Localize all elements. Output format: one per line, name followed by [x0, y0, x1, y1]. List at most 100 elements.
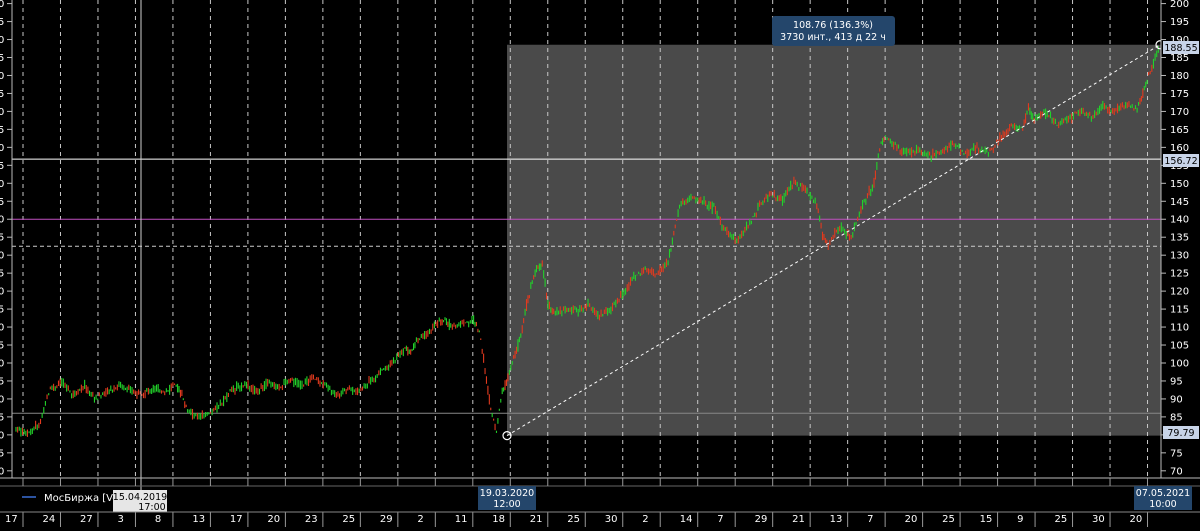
y-tick-label: 120 — [1170, 287, 1189, 298]
svg-text:10:00: 10:00 — [1149, 499, 1176, 510]
trend-start-handle[interactable] — [502, 431, 512, 441]
start-date-tag: 19.03.2020 12:00 — [478, 486, 536, 510]
x-tick-label: 20 — [905, 514, 918, 525]
svg-text:12:00: 12:00 — [493, 499, 520, 510]
left-price-axis: 0 5 0 5 0 5 0 5 0 5 0 5 0 5 0 5 0 5 0 5 0 5 0 5 0 5 0 — [0, 0, 12, 477]
y-tick-label: 195 — [1170, 17, 1189, 28]
y-tick-label: 130 — [1170, 251, 1189, 262]
x-tick-label: 9 — [1017, 514, 1023, 525]
left-tick-label: 5 — [0, 197, 4, 208]
left-tick-label: 0 — [0, 35, 4, 46]
y-tick-label: 140 — [1170, 215, 1189, 226]
y-tick-label: 170 — [1170, 107, 1189, 118]
left-tick-label: 0 — [0, 287, 4, 298]
left-tick-label: 0 — [0, 107, 4, 118]
y-tick-label: 85 — [1170, 412, 1183, 423]
price-series — [15, 46, 1159, 437]
left-tick-label: 0 — [0, 215, 4, 226]
start-price-label: 79.79 — [1163, 426, 1199, 439]
svg-text:79.79: 79.79 — [1167, 428, 1194, 439]
horizontal-levels — [12, 158, 1161, 414]
left-tick-label: 5 — [0, 305, 4, 316]
left-tick-label: 5 — [0, 269, 4, 280]
trend-line[interactable] — [506, 44, 1161, 437]
left-tick-label: 0 — [0, 71, 4, 82]
x-tick-label: 8 — [155, 514, 161, 525]
svg-text:07.05.2021: 07.05.2021 — [1136, 488, 1190, 499]
x-tick-label: 21 — [792, 514, 805, 525]
left-tick-label: 5 — [0, 17, 4, 28]
y-tick-label: 110 — [1170, 323, 1189, 334]
y-tick-label: 75 — [1170, 448, 1183, 459]
x-tick-label: 2 — [642, 514, 648, 525]
svg-text:17:00: 17:00 — [138, 502, 165, 513]
left-tick-label: 0 — [0, 143, 4, 154]
x-tick-label: 25 — [342, 514, 355, 525]
y-tick-label: 165 — [1170, 125, 1189, 136]
left-tick-label: 5 — [0, 89, 4, 100]
x-tick-label: 13 — [830, 514, 843, 525]
left-tick-label: 0 — [0, 323, 4, 334]
x-tick-label: 27 — [80, 514, 93, 525]
svg-text:188.55: 188.55 — [1164, 43, 1197, 54]
legend: МосБиржа [Vol — [22, 493, 121, 504]
legend-label: МосБиржа [Vol — [44, 493, 121, 504]
x-tick-label: 25 — [942, 514, 955, 525]
y-tick-label: 180 — [1170, 71, 1189, 82]
measure-tooltip: 108.76 (136.3%) 3730 инт., 413 д 22 ч — [772, 16, 895, 46]
time-axis: 17 24 27 3 8 13 17 20 23 25 29 2 11 18 21 25 30 2 14 7 29 21 1… — [0, 478, 1200, 527]
x-tick-label: 7 — [867, 514, 873, 525]
x-tick-label: 17 — [5, 514, 18, 525]
left-tick-label: 5 — [0, 448, 4, 459]
x-tick-label: 30 — [605, 514, 618, 525]
x-tick-label: 25 — [567, 514, 580, 525]
y-tick-label: 190 — [1170, 35, 1189, 46]
x-tick-label: 3 — [117, 514, 123, 525]
end-price-label: 188.55 — [1163, 41, 1199, 54]
y-tick-label: 135 — [1170, 233, 1189, 244]
measure-sublabel: 3730 инт., 413 д 22 ч — [780, 32, 886, 43]
y-tick-label: 105 — [1170, 341, 1189, 352]
level-price-label: 156.72 — [1163, 154, 1199, 167]
left-tick-label: 5 — [0, 341, 4, 352]
x-tick-label: 30 — [1092, 514, 1105, 525]
x-tick-label: 20 — [267, 514, 280, 525]
y-tick-label: 115 — [1170, 305, 1189, 316]
y-tick-label: 90 — [1170, 394, 1183, 405]
left-tick-label: 0 — [0, 394, 4, 405]
y-tick-label: 200 — [1170, 0, 1189, 10]
left-tick-label: 0 — [0, 358, 4, 369]
x-tick-label: 17 — [230, 514, 243, 525]
x-tick-label: 14 — [680, 514, 693, 525]
y-tick-label: 185 — [1170, 53, 1189, 64]
left-tick-label: 5 — [0, 376, 4, 387]
y-tick-label: 175 — [1170, 89, 1189, 100]
x-tick-label: 2 — [417, 514, 423, 525]
x-tick-label: 25 — [1055, 514, 1068, 525]
x-tick-label: 29 — [755, 514, 768, 525]
x-tick-label: 18 — [492, 514, 505, 525]
end-date-tag: 07.05.2021 10:00 — [1134, 486, 1192, 510]
x-tick-label: 7 — [717, 514, 723, 525]
left-tick-label: 0 — [0, 430, 4, 441]
measure-label: 108.76 (136.3%) — [793, 20, 873, 31]
left-tick-label: 5 — [0, 125, 4, 136]
y-tick-label: 150 — [1170, 179, 1189, 190]
svg-text:15.04.2019: 15.04.2019 — [113, 492, 167, 503]
y-tick-label: 125 — [1170, 269, 1189, 280]
y-tick-label: 145 — [1170, 197, 1189, 208]
x-tick-label: 21 — [530, 514, 543, 525]
svg-text:156.72: 156.72 — [1164, 156, 1197, 167]
x-tick-label: 20 — [1130, 514, 1143, 525]
x-tick-label: 15 — [980, 514, 993, 525]
left-tick-label: 0 — [0, 466, 4, 477]
left-tick-label: 5 — [0, 412, 4, 423]
x-tick-label: 13 — [192, 514, 205, 525]
crosshair-date-tag: 15.04.2019 17:00 — [113, 490, 167, 513]
left-tick-label: 5 — [0, 161, 4, 172]
y-tick-label: 70 — [1170, 466, 1183, 477]
x-tick-label: 11 — [455, 514, 468, 525]
left-tick-label: 0 — [0, 251, 4, 262]
x-tick-label: 24 — [42, 514, 55, 525]
